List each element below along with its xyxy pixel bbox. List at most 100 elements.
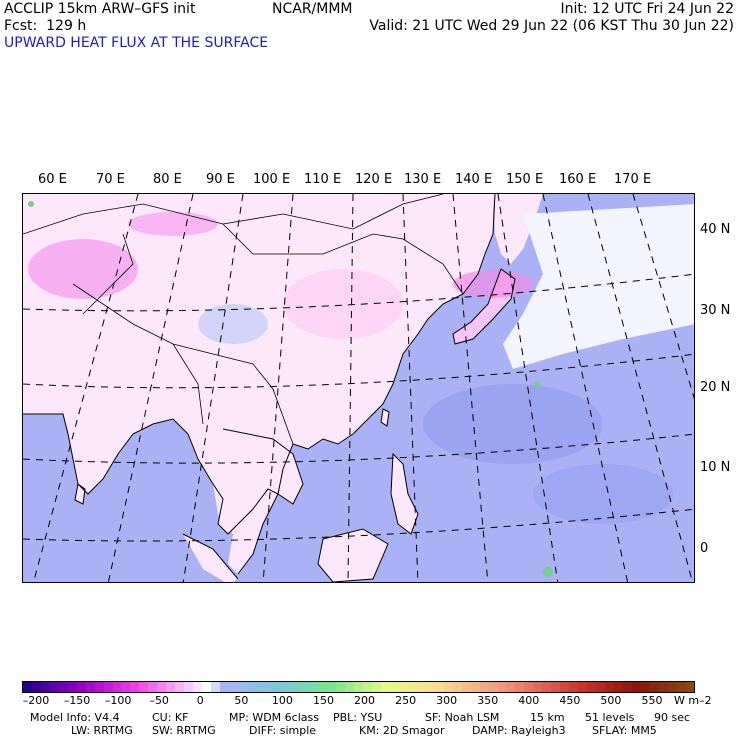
patch-high-flux	[28, 239, 138, 299]
colorbar	[22, 681, 695, 693]
colorbar-cell	[291, 682, 301, 692]
colorbar-tick-label: –200	[22, 694, 50, 707]
colorbar-cell	[103, 682, 113, 692]
lat-label: 10 N	[700, 460, 731, 475]
colorbar-cell	[506, 682, 516, 692]
colorbar-cell	[631, 682, 641, 692]
colorbar-cell	[416, 682, 426, 692]
colorbar-cell	[58, 682, 68, 692]
model-info: SW: RRTMG	[152, 724, 216, 737]
colorbar-cell	[425, 682, 435, 692]
model-info: CU: KF	[152, 711, 189, 724]
colorbar-tick-label: –50	[149, 694, 169, 707]
colorbar-cell	[139, 682, 149, 692]
lon-label: 110 E	[304, 172, 342, 187]
colorbar-tick-label: 0	[196, 694, 204, 707]
model-info: 15 km	[530, 711, 565, 724]
model-info: 90 sec	[654, 711, 691, 724]
colorbar-cell	[488, 682, 498, 692]
colorbar-cell	[372, 682, 382, 692]
colorbar-cell	[94, 682, 104, 692]
lon-label: 80 E	[153, 172, 182, 187]
lon-label: 70 E	[96, 172, 125, 187]
colorbar-cell	[211, 682, 220, 692]
lon-label: 160 E	[559, 172, 597, 187]
model-info: Model Info: V4.4	[30, 711, 120, 724]
lat-label: 0	[700, 541, 709, 556]
lon-label: 140 E	[455, 172, 493, 187]
patch-green	[534, 381, 540, 387]
colorbar-cell	[273, 682, 283, 692]
colorbar-cell	[184, 682, 194, 692]
colorbar-cell	[443, 682, 453, 692]
colorbar-cell	[264, 682, 274, 692]
colorbar-tick-label: 50	[234, 694, 249, 707]
land-taiwan	[381, 409, 389, 426]
colorbar-cell	[470, 682, 480, 692]
colorbar-tick-label: 550	[641, 694, 663, 707]
colorbar-cell	[40, 682, 50, 692]
colorbar-cell	[461, 682, 471, 692]
land-southeast-asia	[213, 429, 303, 574]
colorbar-cell	[228, 682, 238, 692]
patch-ocean-dark	[533, 464, 673, 524]
colorbar-cell	[587, 682, 596, 692]
lat-label: 20 N	[700, 380, 731, 395]
colorbar-tick-label: 450	[559, 694, 581, 707]
colorbar-cell	[31, 682, 41, 692]
colorbar-cell	[658, 682, 668, 692]
lon-label: 90 E	[206, 172, 235, 187]
colorbar-cell	[49, 682, 59, 692]
colorbar-tick-label: 100	[271, 694, 293, 707]
lat-label: 30 N	[700, 303, 731, 318]
colorbar-tick-label: –150	[63, 694, 91, 707]
lon-label: 100 E	[253, 172, 291, 187]
colorbar-cell	[551, 682, 561, 692]
colorbar-cell	[157, 682, 167, 692]
lon-label: 170 E	[614, 172, 652, 187]
colorbar-cell	[175, 682, 185, 692]
colorbar-cell	[452, 682, 462, 692]
land-philippines	[391, 454, 418, 534]
colorbar-cell	[219, 682, 229, 692]
colorbar-cell	[354, 682, 364, 692]
colorbar-cell	[336, 682, 346, 692]
colorbar-cell	[649, 682, 659, 692]
colorbar-cell	[282, 682, 292, 692]
colorbar-cell	[497, 682, 507, 692]
colorbar-cell	[640, 682, 650, 692]
colorbar-cell	[300, 682, 310, 692]
colorbar-cell	[390, 682, 400, 692]
colorbar-cell	[148, 682, 158, 692]
coastlines	[23, 194, 516, 582]
model-info: DAMP: Rayleigh3	[472, 724, 566, 737]
colorbar-cell	[560, 682, 570, 692]
colorbar-cell	[542, 682, 552, 692]
colorbar-cell	[23, 682, 32, 692]
land-borneo	[318, 529, 388, 582]
model-info: 51 levels	[585, 711, 635, 724]
colorbar-cell	[76, 682, 86, 692]
colorbar-cell	[622, 682, 632, 692]
model-info: MP: WDM 6class	[229, 711, 319, 724]
patch-low-flux	[198, 304, 268, 344]
colorbar-cell	[604, 682, 614, 692]
colorbar-cell	[345, 682, 355, 692]
colorbar-cell	[85, 682, 95, 692]
model-info: PBL: YSU	[333, 711, 383, 724]
lon-label: 60 E	[38, 172, 67, 187]
patch-high-flux	[128, 212, 218, 236]
colorbar-cell	[613, 682, 623, 692]
colorbar-cell	[515, 682, 525, 692]
center-label: NCAR/MMM	[272, 1, 353, 17]
heat-flux-map	[22, 193, 695, 583]
patch-high-flux	[283, 269, 403, 339]
model-info: KM: 2D Smagor	[359, 724, 445, 737]
colorbar-cell	[667, 682, 677, 692]
colorbar-cell	[381, 682, 391, 692]
colorbar-cell	[318, 682, 328, 692]
model-info: SFLAY: MM5	[592, 724, 657, 737]
colorbar-cell	[676, 682, 686, 692]
lat-label: 40 N	[700, 222, 731, 237]
ocean-white-band	[503, 204, 694, 369]
